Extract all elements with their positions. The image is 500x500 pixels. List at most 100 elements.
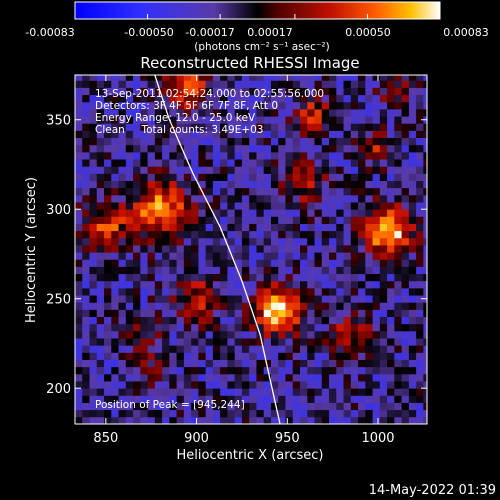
heatmap-cell bbox=[169, 159, 178, 167]
heatmap-cell bbox=[408, 245, 417, 253]
heatmap-cell bbox=[358, 180, 366, 189]
heatmap-cell bbox=[212, 209, 221, 217]
heatmap-cell bbox=[336, 345, 344, 353]
heatmap-cell bbox=[125, 359, 134, 368]
heatmap-cell bbox=[372, 75, 381, 81]
heatmap-cell bbox=[169, 194, 178, 203]
heatmap-cell bbox=[154, 159, 163, 167]
heatmap-cell bbox=[154, 80, 163, 88]
heatmap-cell bbox=[125, 151, 134, 160]
heatmap-cell bbox=[321, 194, 330, 203]
heatmap-cell bbox=[220, 80, 228, 88]
heatmap-cell bbox=[394, 230, 402, 239]
heatmap-cell bbox=[278, 159, 286, 167]
heatmap-cell bbox=[220, 373, 228, 382]
heatmap-cell bbox=[299, 388, 308, 396]
heatmap-cell bbox=[104, 381, 112, 389]
heatmap-cell bbox=[329, 316, 337, 325]
heatmap-cell bbox=[358, 237, 366, 246]
heatmap-cell bbox=[75, 359, 83, 368]
heatmap-cell bbox=[89, 101, 98, 110]
heatmap-cell bbox=[220, 87, 228, 96]
heatmap-cell bbox=[227, 373, 236, 382]
heatmap-cell bbox=[227, 381, 236, 389]
heatmap-cell bbox=[162, 309, 170, 318]
heatmap-cell bbox=[75, 109, 83, 117]
heatmap-cell bbox=[278, 273, 286, 282]
heatmap-cell bbox=[358, 359, 366, 368]
heatmap-cell bbox=[336, 202, 344, 210]
heatmap-cell bbox=[191, 345, 199, 353]
heatmap-cell bbox=[89, 395, 98, 403]
heatmap-cell bbox=[96, 109, 105, 117]
heatmap-cell bbox=[162, 101, 170, 110]
heatmap-cell bbox=[379, 345, 388, 353]
heatmap-cell bbox=[358, 395, 366, 403]
heatmap-cell bbox=[416, 209, 424, 217]
heatmap-cell bbox=[350, 273, 359, 282]
heatmap-cell bbox=[104, 187, 112, 196]
heatmap-cell bbox=[133, 209, 141, 217]
heatmap-cell bbox=[234, 223, 243, 232]
heatmap-cell bbox=[75, 366, 83, 375]
heatmap-cell bbox=[372, 94, 381, 103]
heatmap-cell bbox=[336, 287, 344, 296]
heatmap-cell bbox=[256, 323, 265, 332]
heatmap-cell bbox=[147, 359, 156, 368]
heatmap-cell bbox=[408, 151, 417, 160]
heatmap-cell bbox=[169, 338, 178, 346]
heatmap-cell bbox=[169, 252, 178, 260]
heatmap-cell bbox=[176, 87, 185, 96]
heatmap-cell bbox=[379, 302, 388, 310]
heatmap-cell bbox=[75, 187, 83, 196]
heatmap-cell bbox=[372, 352, 381, 360]
heatmap-cell bbox=[125, 209, 134, 217]
heatmap-cell bbox=[147, 80, 156, 88]
heatmap-cell bbox=[125, 130, 134, 139]
heatmap-cell bbox=[292, 194, 301, 203]
heatmap-cell bbox=[321, 87, 330, 96]
heatmap-cell bbox=[140, 237, 148, 246]
heatmap-cell bbox=[198, 137, 207, 146]
heatmap-cell bbox=[329, 123, 337, 131]
heatmap-cell bbox=[423, 159, 427, 167]
heatmap-cell bbox=[198, 381, 207, 389]
heatmap-cell bbox=[220, 359, 228, 368]
heatmap-cell bbox=[350, 237, 359, 246]
heatmap-cell bbox=[169, 116, 178, 124]
heatmap-cell bbox=[176, 295, 185, 303]
heatmap-cell bbox=[285, 309, 294, 318]
heatmap-cell bbox=[299, 280, 308, 289]
heatmap-cell bbox=[365, 280, 373, 289]
heatmap-cell bbox=[125, 366, 134, 375]
heatmap-cell bbox=[147, 209, 156, 217]
heatmap-cell bbox=[292, 395, 301, 403]
heatmap-cell bbox=[249, 194, 257, 203]
heatmap-cell bbox=[169, 330, 178, 339]
heatmap-cell bbox=[96, 381, 105, 389]
heatmap-cell bbox=[75, 273, 83, 282]
heatmap-cell bbox=[249, 402, 257, 411]
heatmap-cell bbox=[162, 216, 170, 224]
heatmap-cell bbox=[227, 101, 236, 110]
heatmap-cell bbox=[125, 416, 134, 424]
heatmap-cell bbox=[234, 75, 243, 81]
heatmap-cell bbox=[133, 230, 141, 239]
heatmap-cell bbox=[408, 194, 417, 203]
heatmap-cell bbox=[299, 223, 308, 232]
heatmap-cell bbox=[241, 409, 250, 418]
heatmap-cell bbox=[321, 359, 330, 368]
heatmap-cell bbox=[140, 295, 148, 303]
heatmap-cell bbox=[118, 388, 127, 396]
heatmap-cell bbox=[176, 237, 185, 246]
heatmap-cell bbox=[133, 116, 141, 124]
heatmap-cell bbox=[270, 295, 279, 303]
heatmap-cell bbox=[183, 302, 192, 310]
heatmap-cell bbox=[176, 416, 185, 424]
heatmap-cell bbox=[205, 94, 214, 103]
heatmap-cell bbox=[263, 345, 272, 353]
heatmap-cell bbox=[249, 123, 257, 131]
heatmap-cell bbox=[292, 94, 301, 103]
heatmap-cell bbox=[176, 245, 185, 253]
heatmap-cell bbox=[329, 273, 337, 282]
